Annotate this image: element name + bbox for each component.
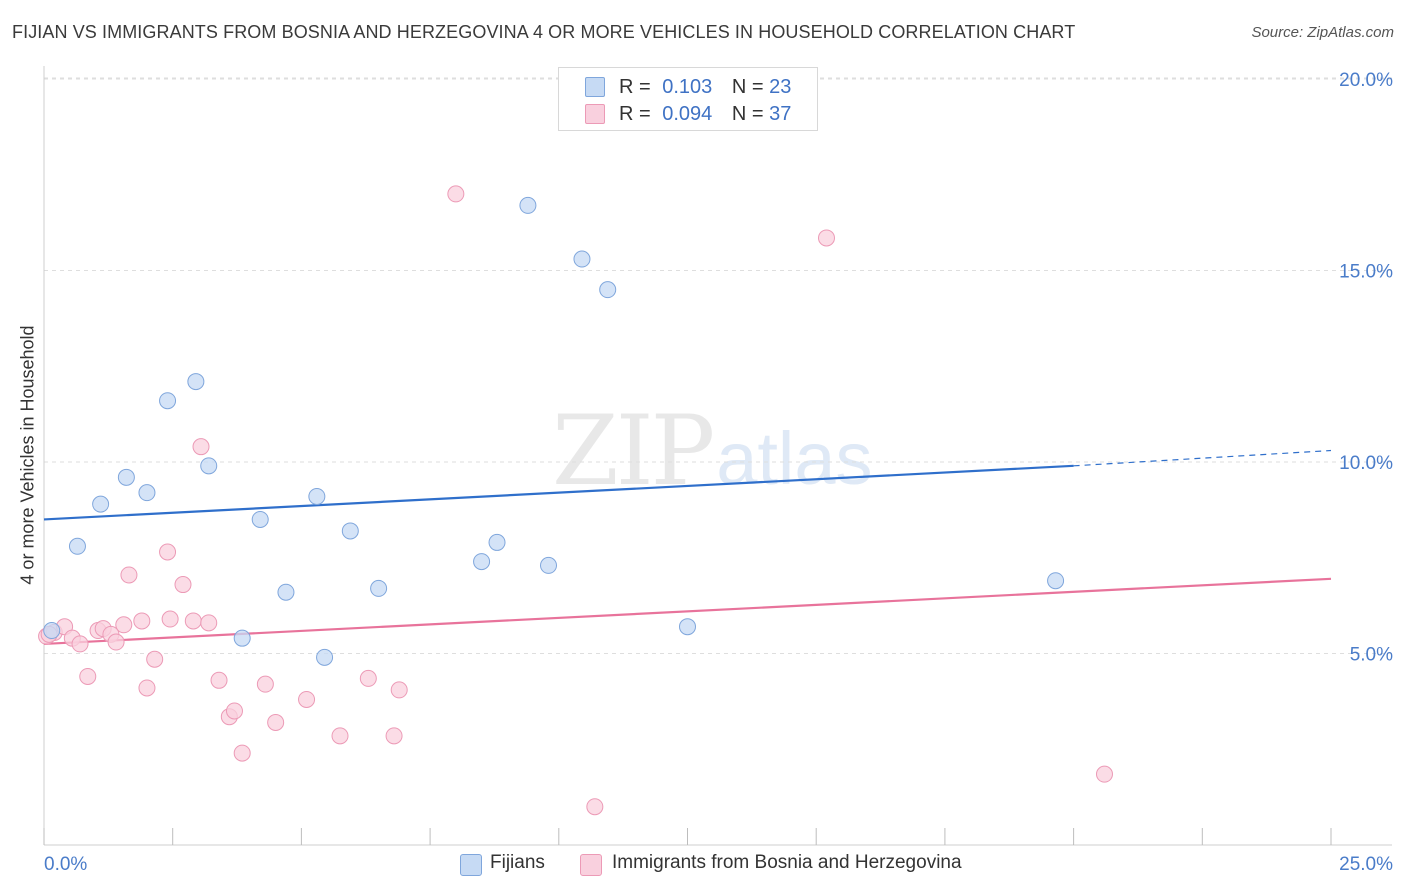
fijians-point — [679, 618, 696, 636]
fijians-point — [316, 648, 334, 666]
fijians-trend-line — [43, 464, 1074, 521]
immigrants-point — [210, 671, 228, 689]
immigrants-swatch — [580, 854, 602, 876]
fijians-point — [473, 553, 491, 571]
fijians-point — [277, 583, 295, 601]
legend-r-value: 0.094 — [662, 103, 713, 125]
immigrants-point — [184, 612, 202, 630]
legend-swatch-blue — [585, 77, 605, 97]
fijians-point — [341, 522, 359, 540]
immigrants-point — [1095, 765, 1113, 783]
fijians-point — [187, 373, 205, 391]
trend-lines — [43, 449, 1332, 646]
fijians-point — [573, 250, 591, 268]
legend-n-value: 37 — [769, 103, 792, 125]
legend-n-label: N = — [731, 103, 764, 125]
immigrants-point — [138, 679, 156, 697]
immigrants-point — [233, 744, 251, 762]
stats-legend: R = 0.103 N = 23 R = 0.094 N = 37 — [558, 67, 818, 131]
fijians-point — [92, 495, 110, 513]
immigrants-point — [71, 635, 89, 653]
legend-r-value: 0.103 — [662, 76, 713, 98]
fijians-point — [370, 579, 388, 597]
data-points — [38, 185, 1113, 816]
immigrants-point — [120, 566, 138, 584]
y-tick-label: 5.0% — [1350, 645, 1393, 666]
immigrants-point — [225, 702, 243, 720]
y-tick-label: 20.0% — [1339, 70, 1393, 91]
fijians-point — [488, 533, 506, 551]
tick-labels: 5.0% 10.0% 15.0% 20.0% 0.0% 25.0% — [44, 70, 1393, 875]
immigrants-point — [447, 185, 465, 203]
immigrants-point — [133, 612, 151, 630]
fijians-point — [1047, 572, 1065, 590]
immigrants-point — [161, 610, 179, 628]
immigrants-label: Immigrants from Bosnia and Herzegovina — [612, 852, 962, 873]
fijians-trend-extension — [1073, 449, 1332, 467]
fijians-point — [138, 484, 156, 502]
immigrants-trend-line — [43, 577, 1332, 646]
fijians-point — [200, 457, 218, 475]
immigrants-point — [146, 650, 164, 668]
immigrants-point — [331, 727, 349, 745]
fijians-point — [251, 510, 269, 528]
immigrants-point — [115, 616, 133, 634]
fijians-point — [233, 629, 251, 647]
immigrants-point — [174, 576, 192, 594]
x-tick-label-min: 0.0% — [44, 854, 87, 875]
fijians-point — [117, 468, 135, 486]
series-legend: Fijians Immigrants from Bosnia and Herze… — [0, 852, 1406, 878]
grid-lines — [44, 77, 1392, 654]
immigrants-point — [79, 667, 97, 685]
legend-item-immigrants: Immigrants from Bosnia and Herzegovina — [580, 852, 962, 876]
immigrants-point — [159, 543, 177, 561]
immigrants-point — [298, 690, 316, 708]
fijians-point — [308, 487, 326, 505]
legend-swatch-pink — [585, 104, 605, 124]
source-label: Source: ZipAtlas.com — [1251, 24, 1394, 41]
immigrants-point — [359, 669, 377, 687]
fijians-point — [599, 281, 617, 299]
chart-title: FIJIAN VS IMMIGRANTS FROM BOSNIA AND HER… — [12, 22, 1076, 42]
immigrants-point — [267, 713, 285, 731]
legend-n-label: N = — [731, 76, 764, 98]
immigrants-point — [390, 681, 408, 699]
fijians-point — [519, 196, 537, 214]
immigrants-point — [192, 438, 210, 456]
y-tick-label: 10.0% — [1339, 453, 1393, 474]
legend-n-value: 23 — [769, 76, 792, 98]
immigrants-point — [385, 727, 403, 745]
fijians-label: Fijians — [490, 852, 545, 873]
legend-r-label: R = — [619, 76, 651, 98]
immigrants-point — [256, 675, 274, 693]
immigrants-point — [107, 633, 125, 651]
fijians-point — [68, 537, 86, 555]
legend-r-label: R = — [619, 103, 651, 125]
fijians-swatch — [460, 854, 482, 876]
x-tick-label-max: 25.0% — [1339, 854, 1393, 875]
fijians-point — [159, 392, 177, 410]
fijians-point — [43, 622, 61, 640]
y-tick-label: 15.0% — [1339, 262, 1393, 283]
immigrants-point — [586, 798, 604, 816]
axes — [43, 66, 1392, 846]
immigrants-point — [817, 229, 835, 247]
immigrants-point — [200, 614, 218, 632]
legend-item-fijians: Fijians — [460, 852, 545, 876]
fijians-point — [540, 556, 558, 574]
